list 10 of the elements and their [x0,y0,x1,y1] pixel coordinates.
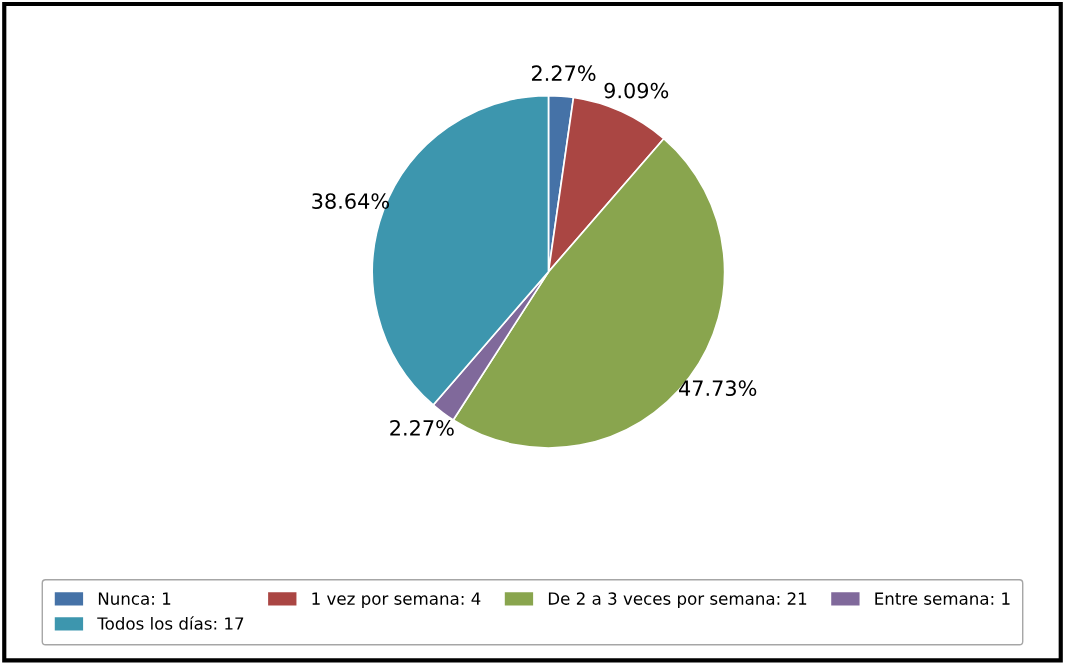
data-label: 2.27% [390,420,454,436]
legend-label: De 2 a 3 veces por semana: 21 [548,592,807,609]
legend-label: Nunca: 1 [98,592,171,605]
data-label: 9.09% [604,82,669,99]
legend-label: 1 vez por semana: 4 [312,592,481,609]
legend-label: Todos los días: 17 [97,616,244,630]
data-label: 47.73% [679,380,757,397]
data-label: 38.64% [312,193,389,209]
legend-label: Entre semana: 1 [875,592,1010,605]
data-label: 2.27% [531,65,596,82]
